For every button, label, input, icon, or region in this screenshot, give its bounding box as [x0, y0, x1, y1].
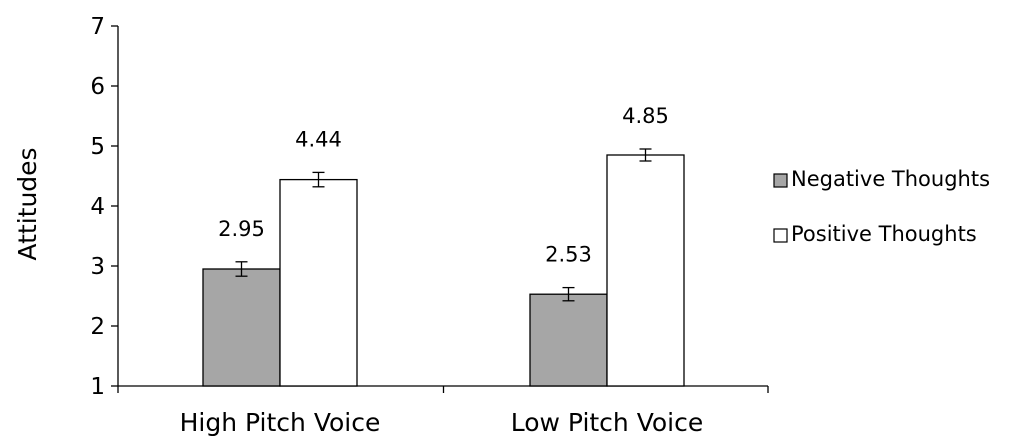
- legend-label-negative-thoughts: Negative Thoughts: [791, 167, 990, 191]
- y-tick-label: 1: [90, 374, 105, 400]
- x-category-label-low-pitch-voice: Low Pitch Voice: [511, 408, 704, 437]
- y-tick-label: 2: [90, 314, 105, 340]
- legend-swatch-negative-thoughts: [773, 173, 788, 188]
- data-label: 4.44: [295, 127, 342, 151]
- y-tick-label: 4: [90, 194, 105, 220]
- legend-label-positive-thoughts: Positive Thoughts: [791, 222, 977, 246]
- bar-positive-thoughts-high-pitch-voice: [279, 178, 358, 387]
- bar-negative-thoughts-low-pitch-voice: [529, 293, 608, 387]
- y-axis-title: Attitudes: [13, 147, 42, 260]
- x-category-label-high-pitch-voice: High Pitch Voice: [180, 408, 381, 437]
- data-label: 4.85: [622, 104, 669, 128]
- y-tick-label: 7: [90, 14, 105, 40]
- legend-swatch-positive-thoughts: [773, 228, 788, 243]
- data-label: 2.95: [218, 217, 265, 241]
- y-tick-label: 5: [90, 134, 105, 160]
- y-tick-label: 3: [90, 254, 105, 280]
- data-label: 2.53: [545, 243, 592, 267]
- y-tick-label: 6: [90, 74, 105, 100]
- bar-positive-thoughts-low-pitch-voice: [606, 154, 685, 387]
- bar-negative-thoughts-high-pitch-voice: [202, 268, 281, 387]
